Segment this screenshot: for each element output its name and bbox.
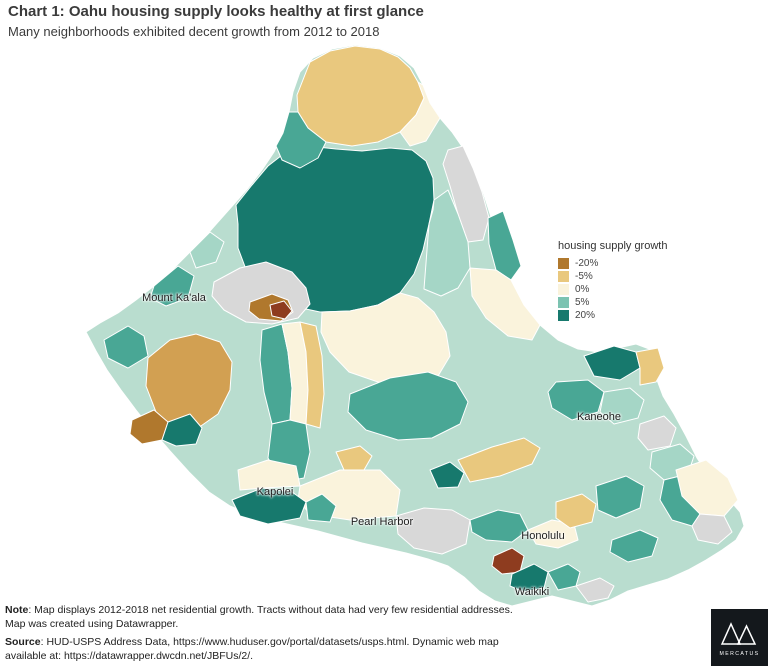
map-label-waikiki: Waikiki [514, 586, 550, 598]
note-line: Note: Map displays 2012-2018 net residen… [5, 604, 650, 618]
census-tract [555, 493, 597, 529]
map-legend: housing supply growth -20% -5% 0% 5% 20% [558, 240, 667, 322]
census-tract [161, 413, 203, 447]
census-tract [275, 111, 327, 169]
census-tract [575, 577, 615, 603]
source-label: Source [5, 636, 41, 648]
map-label-honolulu: Honolulu [521, 530, 565, 542]
census-tract [335, 445, 373, 471]
legend-item: 5% [558, 296, 667, 309]
census-tract [320, 292, 451, 385]
census-tract [595, 475, 645, 519]
note-label: Note [5, 604, 29, 616]
census-tract [469, 267, 541, 341]
census-tract [675, 459, 739, 517]
census-tracts [103, 45, 739, 603]
chart-title: Chart 1: Oahu housing supply looks healt… [8, 3, 424, 20]
census-tract [189, 231, 225, 269]
note-line-2: Map was created using Datawrapper. [5, 617, 179, 630]
legend-label: 20% [575, 310, 596, 321]
census-tract [429, 461, 465, 489]
source-line-2: available at: https://datawrapper.dwcdn.… [5, 649, 254, 662]
legend-label: 0% [575, 284, 590, 295]
source-text: : HUD-USPS Address Data, https://www.hud… [40, 636, 499, 648]
census-tract [609, 529, 659, 563]
census-tract [423, 189, 471, 297]
census-tract [527, 519, 579, 549]
census-tract [599, 387, 645, 425]
census-tract [149, 265, 195, 307]
census-tract [299, 321, 325, 429]
census-tract [103, 325, 149, 369]
census-tract [637, 415, 677, 451]
census-tract [487, 210, 522, 281]
legend-swatch [558, 310, 569, 321]
mountain-m-icon [720, 622, 757, 645]
note-text: : Map displays 2012-2018 net residential… [28, 604, 513, 616]
map-label-kapolei: Kapolei [256, 486, 294, 498]
footnotes: Note: Map displays 2012-2018 net residen… [5, 604, 650, 663]
legend-item: -5% [558, 270, 667, 283]
legend-item: 0% [558, 283, 667, 296]
census-tract [399, 81, 441, 147]
census-tract [469, 509, 529, 543]
census-tract [547, 563, 581, 591]
census-tract [395, 507, 471, 555]
census-tract [347, 371, 469, 441]
census-tract [231, 487, 307, 525]
census-tract [305, 493, 337, 523]
map-label-mount-kaala: Mount Ka'ala [142, 292, 206, 304]
source-line: Source: HUD-USPS Address Data, https://w… [5, 636, 650, 650]
legend-swatch [558, 284, 569, 295]
census-tract [509, 563, 549, 593]
chart-subtitle: Many neighborhoods exhibited decent grow… [8, 24, 380, 39]
legend-label: 5% [575, 297, 590, 308]
census-tract [457, 437, 541, 483]
map-label-kaneohe: Kaneohe [576, 411, 622, 423]
logo-wordmark: MERCATUS [720, 651, 760, 657]
census-tract [442, 145, 490, 243]
census-tract [145, 333, 233, 429]
census-tract [691, 513, 733, 545]
map-label-pearl-harbor: Pearl Harbor [350, 516, 414, 528]
legend-label: -20% [575, 258, 599, 269]
census-tract [547, 379, 605, 421]
legend-item: -20% [558, 257, 667, 270]
mercatus-logo: MERCATUS [711, 609, 768, 666]
legend-item: 20% [558, 309, 667, 322]
legend-swatch [558, 258, 569, 269]
census-tract [269, 300, 293, 320]
legend-swatch [558, 271, 569, 282]
legend-swatch [558, 297, 569, 308]
census-tract [635, 347, 665, 386]
census-tract [237, 459, 301, 491]
mercatus-logomark: MERCATUS [720, 622, 760, 657]
legend-label: -5% [575, 271, 593, 282]
legend-title: housing supply growth [558, 240, 668, 252]
